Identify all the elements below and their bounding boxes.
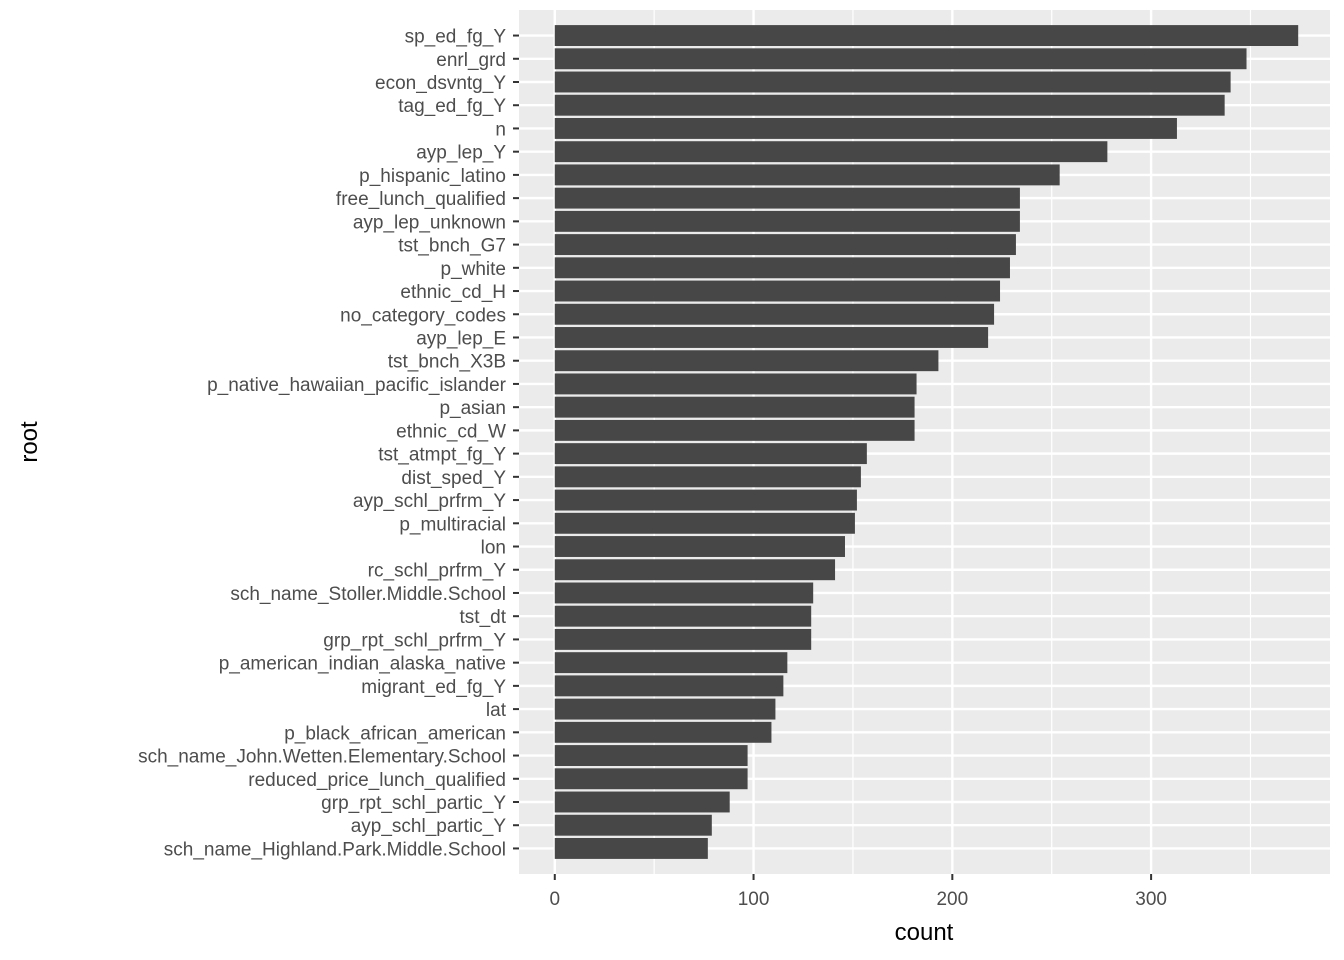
x-tick-label: 0 bbox=[549, 889, 560, 910]
y-tick-label: no_category_codes bbox=[340, 305, 506, 326]
bar bbox=[554, 512, 855, 534]
bar bbox=[554, 396, 915, 418]
y-tick-label: tst_dt bbox=[460, 607, 507, 628]
y-tick-label: tst_atmpt_fg_Y bbox=[378, 445, 506, 466]
bar bbox=[554, 210, 1020, 232]
y-tick-label: tst_bnch_G7 bbox=[398, 236, 506, 257]
bar bbox=[554, 141, 1108, 163]
y-tick-label: p_black_african_american bbox=[284, 723, 506, 744]
y-tick-label: ayp_schl_partic_Y bbox=[351, 816, 507, 837]
bar bbox=[554, 628, 812, 650]
bar bbox=[554, 559, 836, 581]
y-tick-label: n bbox=[495, 119, 506, 140]
x-tick-label: 200 bbox=[936, 889, 968, 910]
bar bbox=[554, 373, 917, 395]
bar bbox=[554, 489, 857, 511]
bar bbox=[554, 25, 1299, 46]
bar bbox=[554, 303, 995, 325]
y-tick-label: reduced_price_lunch_qualified bbox=[248, 770, 506, 791]
bar bbox=[554, 419, 915, 441]
bar bbox=[554, 234, 1016, 256]
bar bbox=[554, 350, 939, 372]
x-axis-title: count bbox=[895, 919, 954, 946]
x-axis-ticks: 0 100 200 300 bbox=[549, 874, 1167, 910]
bar bbox=[554, 745, 748, 766]
y-tick-label: p_white bbox=[441, 259, 507, 280]
y-tick-label: econ_dsvntg_Y bbox=[375, 73, 506, 94]
y-tick-label: p_hispanic_latino bbox=[359, 166, 506, 187]
bar bbox=[554, 605, 812, 627]
bar bbox=[554, 187, 1020, 209]
bar bbox=[554, 94, 1225, 116]
y-tick-label: tag_ed_fg_Y bbox=[398, 96, 506, 117]
y-tick-label: tst_bnch_X3B bbox=[388, 352, 506, 373]
y-tick-label: p_asian bbox=[439, 398, 506, 419]
bar bbox=[554, 71, 1231, 93]
y-tick-label: grp_rpt_schl_partic_Y bbox=[321, 793, 506, 814]
y-axis-title: root bbox=[16, 421, 43, 463]
bar bbox=[554, 791, 730, 813]
y-tick-label: p_native_hawaiian_pacific_islander bbox=[207, 375, 507, 396]
bar bbox=[554, 675, 784, 697]
bar bbox=[554, 768, 748, 790]
bar bbox=[554, 721, 772, 743]
y-tick-label: enrl_grd bbox=[436, 50, 506, 71]
x-tick-label: 100 bbox=[738, 889, 770, 910]
y-tick-label: lon bbox=[481, 538, 506, 559]
bar bbox=[554, 257, 1010, 279]
y-tick-label: ethnic_cd_H bbox=[400, 282, 506, 303]
y-tick-label: sp_ed_fg_Y bbox=[405, 27, 507, 48]
bar bbox=[554, 466, 861, 488]
plot-panel bbox=[519, 10, 1330, 874]
y-tick-label: rc_schl_prfrm_Y bbox=[368, 561, 507, 582]
bar bbox=[554, 118, 1177, 139]
y-tick-label: ayp_schl_prfrm_Y bbox=[353, 491, 506, 512]
y-tick-label: grp_rpt_schl_prfrm_Y bbox=[323, 630, 506, 651]
bar bbox=[554, 838, 708, 859]
y-tick-label: migrant_ed_fg_Y bbox=[361, 677, 506, 698]
y-tick-label: ayp_lep_E bbox=[416, 328, 506, 349]
bar bbox=[554, 327, 989, 348]
bar bbox=[554, 536, 845, 557]
y-tick-label: free_lunch_qualified bbox=[336, 189, 506, 210]
bar bbox=[554, 582, 814, 604]
y-tick-label: lat bbox=[486, 700, 507, 721]
bars bbox=[554, 25, 1299, 859]
y-tick-label: p_multiracial bbox=[399, 514, 506, 535]
y-tick-label: sch_name_Highland.Park.Middle.School bbox=[164, 839, 506, 860]
bar bbox=[554, 814, 712, 836]
y-tick-label: sch_name_Stoller.Middle.School bbox=[230, 584, 506, 605]
bar bbox=[554, 443, 867, 465]
y-tick-label: ethnic_cd_W bbox=[396, 421, 506, 442]
y-tick-label: ayp_lep_unknown bbox=[353, 212, 506, 233]
bar bbox=[554, 652, 788, 674]
x-tick-label: 300 bbox=[1135, 889, 1167, 910]
bar bbox=[554, 164, 1060, 186]
y-axis-ticks: sp_ed_fg_Yenrl_grdecon_dsvntg_Ytag_ed_fg… bbox=[138, 27, 519, 860]
y-tick-label: p_american_indian_alaska_native bbox=[219, 654, 506, 675]
bar bbox=[554, 48, 1247, 70]
y-tick-label: dist_sped_Y bbox=[401, 468, 506, 489]
y-tick-label: sch_name_John.Wetten.Elementary.School bbox=[138, 747, 506, 768]
y-tick-label: ayp_lep_Y bbox=[416, 143, 506, 164]
bar bbox=[554, 280, 1001, 302]
bar bbox=[554, 698, 776, 720]
